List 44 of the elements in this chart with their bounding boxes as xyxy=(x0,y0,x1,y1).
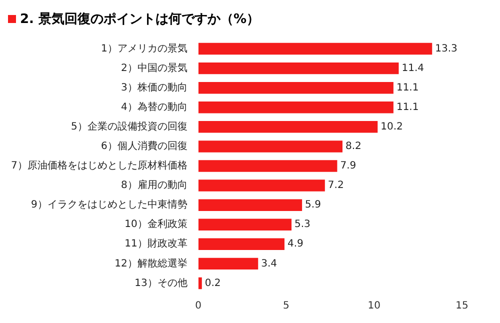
bar xyxy=(198,180,325,192)
y-tick-label: 7）原油価格をはじめとした原材料価格 xyxy=(10,160,188,172)
y-tick-label: 4）為替の動向 xyxy=(120,100,188,113)
x-tick-label: 15 xyxy=(456,300,468,312)
data-label: 8.2 xyxy=(345,141,362,152)
y-tick-label: 10）金利政策 xyxy=(124,218,188,230)
data-label: 3.4 xyxy=(261,258,278,270)
data-label: 13.3 xyxy=(435,43,458,54)
x-tick-label: 5 xyxy=(283,300,290,312)
bar xyxy=(198,238,284,250)
x-tick-label: 10 xyxy=(368,300,380,312)
bar xyxy=(198,82,394,94)
y-tick-label: 3）株価の動向 xyxy=(120,81,188,94)
y-tick-label: 1）アメリカの景気 xyxy=(100,42,188,54)
data-label: 11.4 xyxy=(402,62,424,74)
bar xyxy=(198,102,394,114)
chart-title: 2. 景気回復のポイントは何ですか（%） xyxy=(20,11,260,28)
y-tick-label: 2）中国の景気 xyxy=(120,62,188,74)
bar xyxy=(198,140,342,152)
bar xyxy=(198,218,292,230)
y-tick-label: 8）雇用の動向 xyxy=(120,179,188,192)
bar xyxy=(198,277,202,290)
data-label: 11.1 xyxy=(396,102,419,113)
data-label: 5.9 xyxy=(305,200,321,211)
bar xyxy=(198,42,432,55)
bar xyxy=(198,62,399,74)
data-label: 7.9 xyxy=(340,160,356,172)
bar xyxy=(198,199,302,211)
data-label: 4.9 xyxy=(287,238,304,250)
y-tick-label: 5）企業の設備投資の回復 xyxy=(70,120,188,133)
y-tick-label: 13）その他 xyxy=(134,276,188,289)
y-tick-label: 6）個人消費の回復 xyxy=(100,140,188,152)
bar xyxy=(198,258,258,270)
data-label: 10.2 xyxy=(380,122,403,133)
x-tick-label: 0 xyxy=(195,300,202,312)
bar xyxy=(198,160,338,172)
data-label: 5.3 xyxy=(294,219,310,230)
y-tick-label: 12）解散総選挙 xyxy=(114,257,188,270)
data-label: 0.2 xyxy=(204,278,221,289)
y-tick-label: 9）イラクをはじめとした中東情勢 xyxy=(30,198,188,211)
bar xyxy=(198,121,378,133)
data-label: 7.2 xyxy=(328,180,344,192)
data-label: 11.1 xyxy=(396,82,419,94)
y-tick-label: 11）財政改革 xyxy=(124,238,188,250)
